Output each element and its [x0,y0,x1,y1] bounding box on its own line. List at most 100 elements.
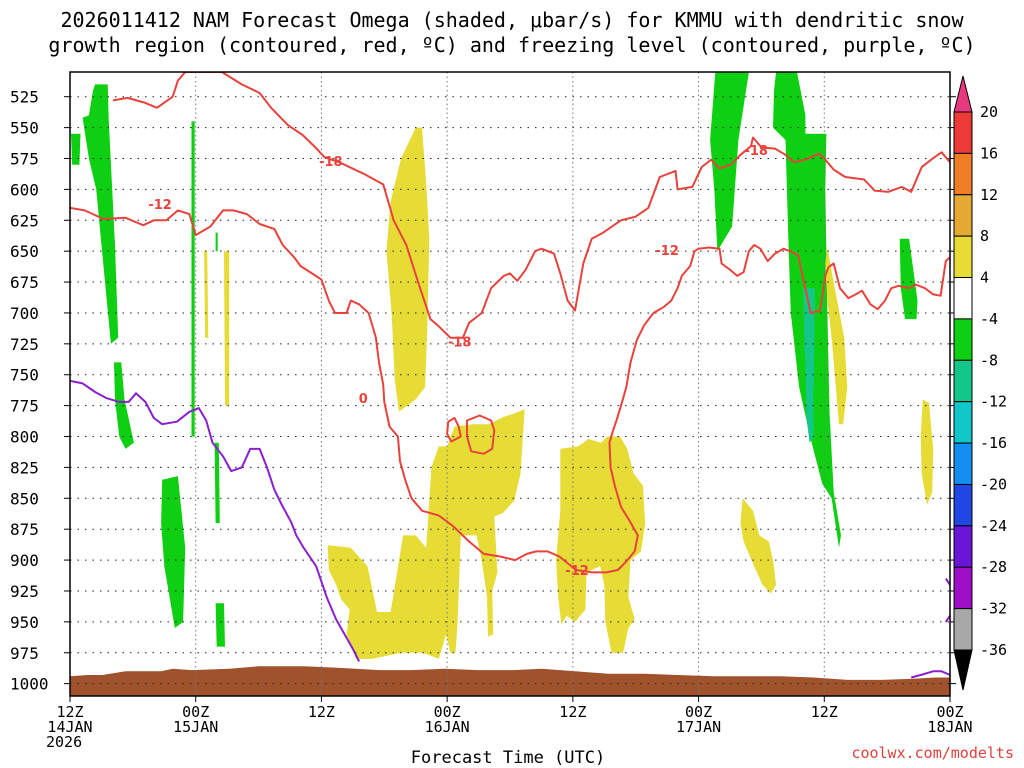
colorbar-label: 8 [980,227,989,245]
colorbar-box [953,152,973,196]
colorbar-label: -28 [980,558,1007,576]
omega-region [327,409,525,659]
y-tick-label: 650 [10,242,39,261]
omega-region [224,251,230,406]
x-axis-title: Forecast Time (UTC) [411,748,605,768]
colorbar-box [953,442,973,485]
x-tick-label: 17JAN [676,718,721,736]
x-tick-label: 15JAN [173,718,218,736]
colorbar-box [953,401,973,444]
omega-region [161,476,186,628]
y-tick-label: 750 [10,366,39,385]
omega-region [215,603,225,647]
y-tick-label: 825 [10,458,39,477]
colorbar: 20 16 12 8 4 -4 -8 -12 -16 -20 -24 -28 -32 -36 [953,75,1007,691]
dgz-contour [446,417,462,443]
y-tick-label: 850 [10,489,39,508]
contour-label: -12 [565,564,589,579]
y-tick-label: 925 [10,582,39,601]
colorbar-label: -36 [980,641,1007,659]
omega-region [82,84,119,344]
y-tick-label: 550 [10,119,39,138]
contour-label: 0 [359,392,368,407]
colorbar-box [953,566,973,610]
colorbar-box [953,235,973,279]
dgz-contour [112,72,950,339]
contour-label: -18 [744,144,768,159]
colorbar-box [953,483,973,527]
y-tick-label: 1000 [10,675,49,694]
freezing-level-contour [910,670,950,679]
omega-region [825,247,848,425]
colorbar-top-arrow [953,75,973,113]
x-tick-label: 00Z [685,703,712,721]
y-tick-label: 700 [10,304,39,323]
omega-region [215,232,218,252]
colorbar-label: 16 [980,144,998,162]
y-tick-label: 575 [10,149,39,168]
omega-region [899,238,918,320]
y-tick-label: 725 [10,335,39,354]
y-tick-label: 625 [10,211,39,230]
colorbar-label: -4 [980,310,998,328]
omega-region [191,121,195,437]
dgz-contour [466,414,496,455]
y-tick-label: 600 [10,180,39,199]
colorbar-box [953,608,973,651]
x-tick-label: 12Z [811,703,838,721]
omega-region [920,399,934,505]
y-tick-label: 675 [10,273,39,292]
x-tick-label: 12Z [308,703,335,721]
colorbar-box [953,111,973,154]
x-tick-label: 00Z [936,703,963,721]
x-tick-label: 16JAN [425,718,470,736]
colorbar-label: -32 [980,600,1007,618]
omega-region [805,364,814,443]
y-tick-label: 975 [10,644,39,663]
omega-region [710,72,749,252]
colorbar-bottom-arrow [953,649,973,691]
colorbar-box [953,277,973,320]
colorbar-label: -24 [980,517,1007,535]
colorbar-box [953,318,973,361]
contour-label: -12 [148,198,172,213]
y-tick-label: 525 [10,88,39,107]
omega-region [71,133,81,165]
x-tick-label: 00Z [182,703,209,721]
x-tick-label: 12Z [56,703,83,721]
contour-labels: -18 -12 0 -18 -12 -12 -18 [148,144,768,579]
colorbar-label: 20 [980,103,998,121]
freezing-level-contour [70,379,360,662]
y-tick-label: 775 [10,397,39,416]
y-tick-label: 900 [10,551,39,570]
dgz-contour [70,206,950,574]
colorbar-label: 12 [980,186,998,204]
colorbar-box [953,525,973,568]
axes: 525 550 575 600 625 650 675 700 725 750 775 800 825 8… [10,71,973,751]
colorbar-box [953,194,973,237]
plot-frame [69,71,951,697]
colorbar-label: 4 [980,269,989,287]
y-tick-label: 875 [10,520,39,539]
x-tick-label: 14JAN [47,718,92,736]
omega-region [556,436,646,653]
colorbar-label: -16 [980,434,1007,452]
credit-text: coolwx.com/modelts [851,744,1014,762]
chart-title-line2: growth region (contoured, red, ºC) and f… [48,33,976,57]
x-tick-label: 18JAN [927,718,972,736]
y-tick-label: 800 [10,428,39,447]
plot-area [70,72,950,696]
contour-label: -12 [655,244,679,259]
y-tick-label: 950 [10,613,39,632]
chart-title-line1: 2026011412 NAM Forecast Omega (shaded, μ… [60,8,964,32]
x-tick-label: 12Z [559,703,586,721]
contour-label: -18 [448,335,472,350]
omega-region [386,127,430,412]
x-tick-label: 00Z [434,703,461,721]
terrain-fill [70,666,950,696]
contour-label: -18 [319,155,343,170]
omega-region [214,442,220,523]
colorbar-label: -20 [980,475,1007,493]
colorbar-box [953,359,973,403]
